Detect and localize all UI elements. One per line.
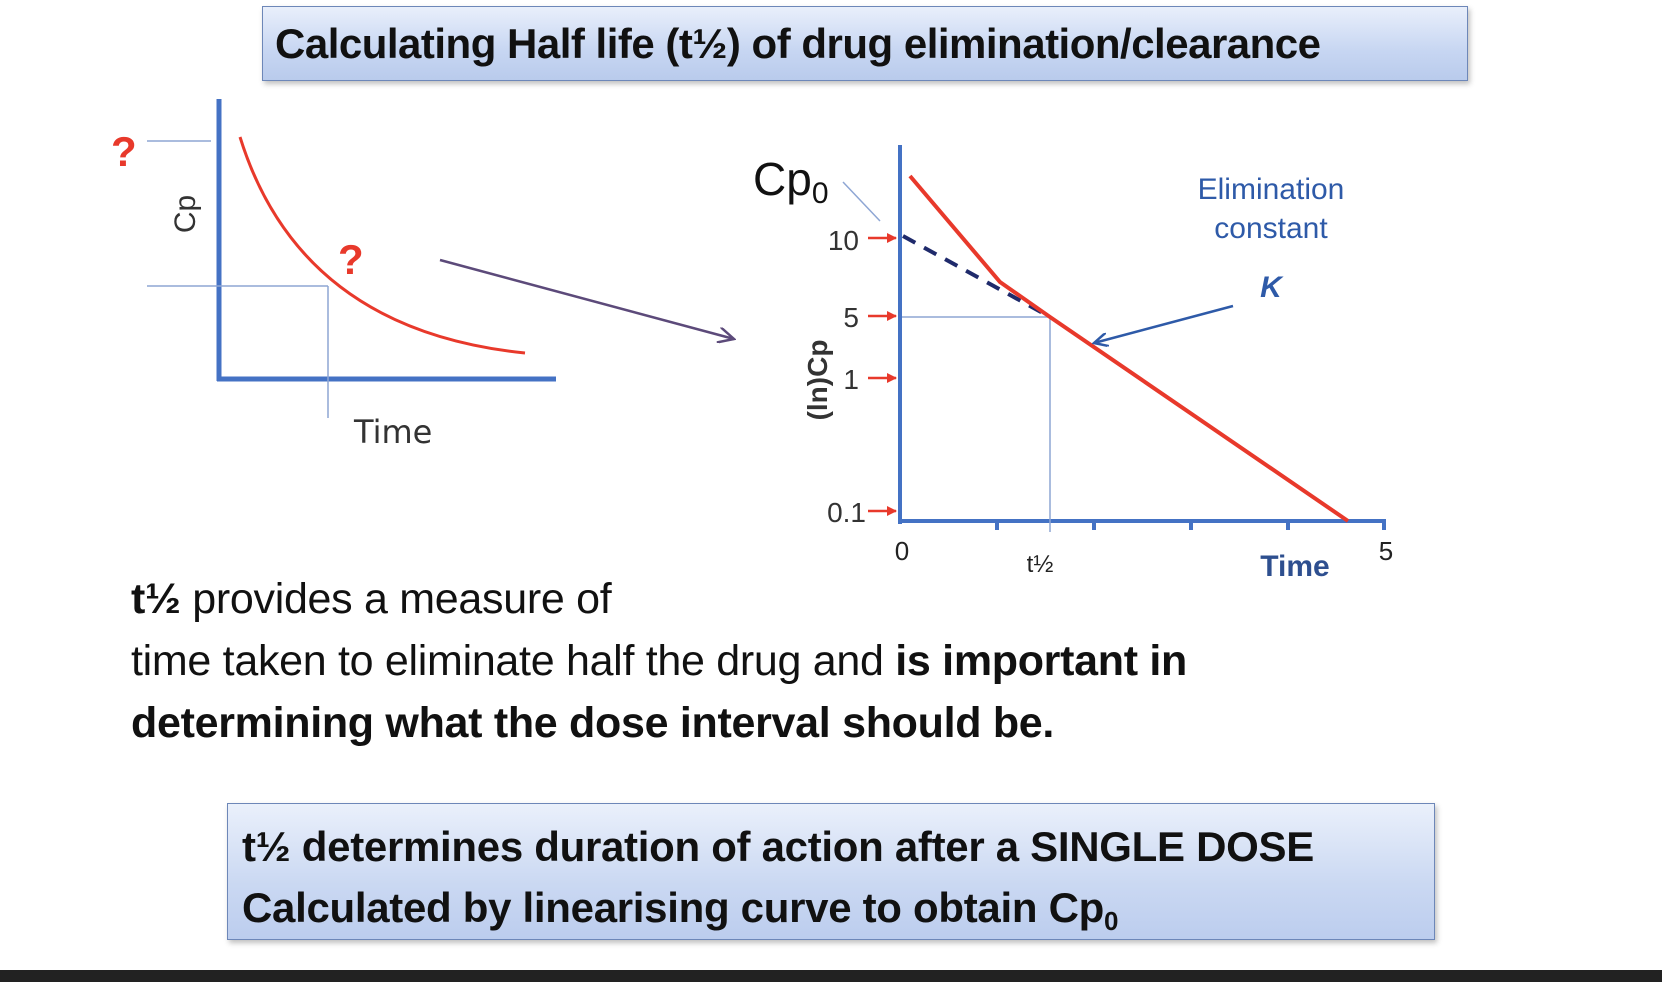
elimination-constant-arrow [1094,304,1234,343]
x-tick-half-life: t½ [1027,551,1054,578]
left-y-label: Cp [169,195,202,233]
annotation-k-symbol: K [1260,271,1284,304]
page-title: Calculating Half life (t½) of drug elimi… [275,19,1321,67]
title-banner: Calculating Half life (t½) of drug elimi… [262,6,1468,81]
annotation-constant: constant [1214,212,1328,245]
cp0-label: Cp0 [753,153,829,210]
summary-line-2-text: Calculated by linearising curve to obtai… [242,884,1104,931]
y-tick-0.1: 0.1 [827,497,866,528]
summary-box: t½ determines duration of action after a… [227,803,1435,940]
cp0-pointer [842,181,881,222]
paragraph-line-3: determining what the dose interval shoul… [131,692,1431,754]
paragraph-line-2: time taken to eliminate half the drug an… [131,630,1431,692]
x-tick-5: 5 [1379,536,1393,566]
transition-arrow [439,258,734,339]
paragraph-line-2-bold: is important in [895,637,1187,685]
annotation-elimination: Elimination [1198,173,1345,206]
paragraph-lead: t½ [131,575,181,623]
summary-line-1: t½ determines duration of action after a… [242,823,1314,870]
right-x-label: Time [1260,550,1329,583]
left-unknown-mark-top: ? [111,128,137,175]
right-graph: Cp0 10 5 1 0.1 (ln)Cp 0 t½ 5 Time Elimin… [753,145,1393,583]
footer-bar [0,970,1662,982]
paragraph-line-3-bold: determining what the dose interval shoul… [131,699,1055,747]
left-x-label: Time [353,413,432,451]
cp0-subscript: 0 [812,177,829,210]
x-axis-minor-ticks [995,521,1386,530]
x-tick-0: 0 [895,536,909,566]
left-graph: ? ? Cp Time [111,99,556,451]
y-tick-5: 5 [843,302,859,333]
log-decay-line [908,174,1350,523]
right-y-label: (ln)Cp [802,340,833,421]
summary-line-2: Calculated by linearising curve to obtai… [242,877,1434,952]
y-tick-arrows [868,233,897,516]
y-tick-10: 10 [828,225,859,256]
left-unknown-mark-curve: ? [338,236,364,283]
left-decay-curve [238,136,526,355]
y-tick-1: 1 [843,364,859,395]
extrapolation-dashed [902,234,1051,319]
paragraph-line-1-text: provides a measure of [180,575,612,623]
explanation-paragraph: t½ provides a measure of time taken to e… [131,568,1431,754]
summary-line-2-subscript: 0 [1103,906,1119,936]
paragraph-line-2-text: time taken to eliminate half the drug an… [131,637,896,685]
paragraph-line-1: t½ provides a measure of [131,568,1431,630]
